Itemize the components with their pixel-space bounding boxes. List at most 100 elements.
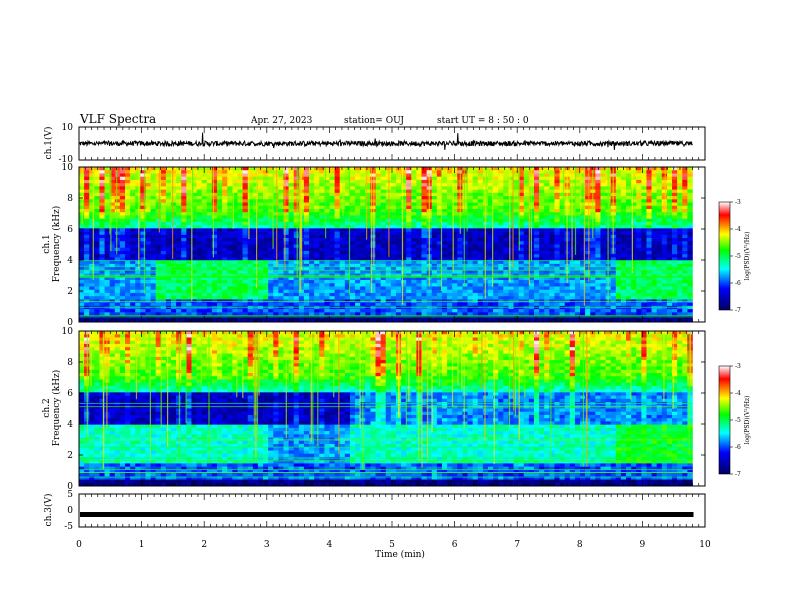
spectrogram-cell [186, 270, 192, 274]
spectrogram-cell [554, 296, 560, 300]
spectrogram-cell [140, 170, 146, 174]
spectrogram-cell [569, 260, 576, 265]
spectrogram-cell [130, 315, 136, 320]
spectrogram-cell [252, 176, 259, 181]
spectrogram-cell [375, 292, 381, 297]
spectrogram-cell [431, 167, 438, 171]
spectrogram-cell [523, 315, 530, 320]
spectrogram-cell [411, 196, 417, 200]
spectrogram-cell [574, 296, 581, 300]
spectrogram-cell [477, 241, 484, 245]
spectrogram-cell [574, 260, 581, 265]
spectrogram-cell [544, 192, 550, 197]
spectrogram-cell [232, 292, 238, 297]
spectrogram-cell [242, 199, 248, 203]
spectrogram-cell [355, 205, 361, 210]
spectrogram-cell [222, 250, 228, 255]
spectrogram-cell [462, 225, 468, 229]
spectrogram-cell [191, 212, 197, 216]
spectrogram-cell [191, 167, 197, 171]
spectrogram-cell [355, 296, 361, 300]
spectrogram-cell [539, 296, 545, 300]
spectrogram-cell [580, 286, 586, 291]
spectrogram-cell [99, 315, 105, 320]
spectrogram-cell [487, 250, 494, 255]
spectrogram-cell [549, 179, 555, 184]
spectrogram-cell [370, 234, 376, 239]
spectrogram-cell [523, 186, 530, 190]
spectrogram-cell [360, 212, 366, 216]
spectrogram-cell [365, 267, 371, 271]
spectrogram-cell [283, 250, 289, 255]
spectrogram-cell [390, 286, 397, 291]
spectrogram-cell [263, 202, 269, 207]
spectrogram-cell [544, 289, 550, 294]
spectrogram-cell [441, 244, 448, 249]
spectrogram-cell [508, 244, 514, 249]
spectrogram-cell [84, 189, 90, 194]
spectrogram-cell [206, 199, 213, 203]
spectrogram-cell [487, 173, 494, 177]
spectrogram-cell [257, 260, 264, 265]
spectrogram-cell [227, 263, 233, 268]
spectrogram-cell [441, 205, 448, 210]
spectrogram-cell [201, 199, 208, 203]
spectrogram-cell [467, 167, 473, 171]
start-ut-label: start UT = 8 : 50 : 0 [437, 116, 529, 126]
spectrogram-cell [344, 309, 351, 313]
spectrogram-cell [222, 199, 228, 203]
spectrogram-cell [503, 309, 509, 313]
spectrogram-cell [155, 312, 162, 316]
spectrogram-cell [421, 183, 427, 187]
spectrogram-cell [160, 167, 167, 171]
spectrogram-cell [145, 225, 151, 229]
spectrogram-cell [559, 189, 565, 194]
spectrogram-cell [303, 183, 310, 187]
spectrogram-cell [135, 302, 141, 307]
spectrogram-cell [222, 292, 228, 297]
spectrogram-cell [436, 286, 443, 291]
spectrogram-cell [564, 312, 571, 316]
spectrogram-cell [380, 218, 387, 223]
spectrogram-cell [590, 257, 596, 261]
spectrogram-cell [314, 192, 320, 197]
spectrogram-cell [447, 212, 453, 216]
spectrogram-cell [135, 179, 141, 184]
spectrogram-cell [160, 218, 167, 223]
spectrogram-cell [349, 302, 356, 307]
spectrogram-cell [513, 292, 519, 297]
spectrogram-cell [242, 238, 248, 242]
spectrogram-cell [339, 234, 346, 239]
spectrogram-cell [421, 173, 427, 177]
spectrogram-cell [380, 296, 387, 300]
spectrogram-cell [472, 176, 479, 181]
spectrogram-cell [94, 250, 100, 255]
spectrogram-cell [590, 280, 596, 284]
spectrogram-cell [344, 260, 351, 265]
spectrogram-cell [84, 231, 90, 236]
spectrogram-cell [375, 244, 381, 249]
spectrogram-cell [278, 205, 284, 210]
spectrogram-cell [595, 318, 601, 323]
spectrogram-cell [487, 283, 494, 287]
spectrogram-cell [206, 263, 213, 268]
spectrogram-cell [329, 192, 335, 197]
spectrogram-cell [191, 276, 197, 281]
spectrogram-cell [580, 170, 586, 174]
spectrogram-cell [135, 228, 141, 232]
spectrogram-cell [206, 212, 213, 216]
spectrogram-cell [273, 192, 279, 197]
spectrogram-cell [227, 221, 233, 226]
spectrogram-cell [283, 254, 289, 258]
spectrogram-cell [349, 228, 356, 232]
spectrogram-cell [165, 247, 172, 252]
spectrogram-cell [349, 167, 356, 171]
spectrogram-cell [401, 247, 407, 252]
spectrogram-cell [355, 244, 361, 249]
spectrogram-cell [109, 183, 116, 187]
spectrogram-cell [293, 173, 300, 177]
spectrogram-cell [411, 215, 417, 219]
spectrogram-cell [165, 205, 172, 210]
spectrogram-cell [94, 315, 100, 320]
spectrogram-cell [94, 247, 100, 252]
